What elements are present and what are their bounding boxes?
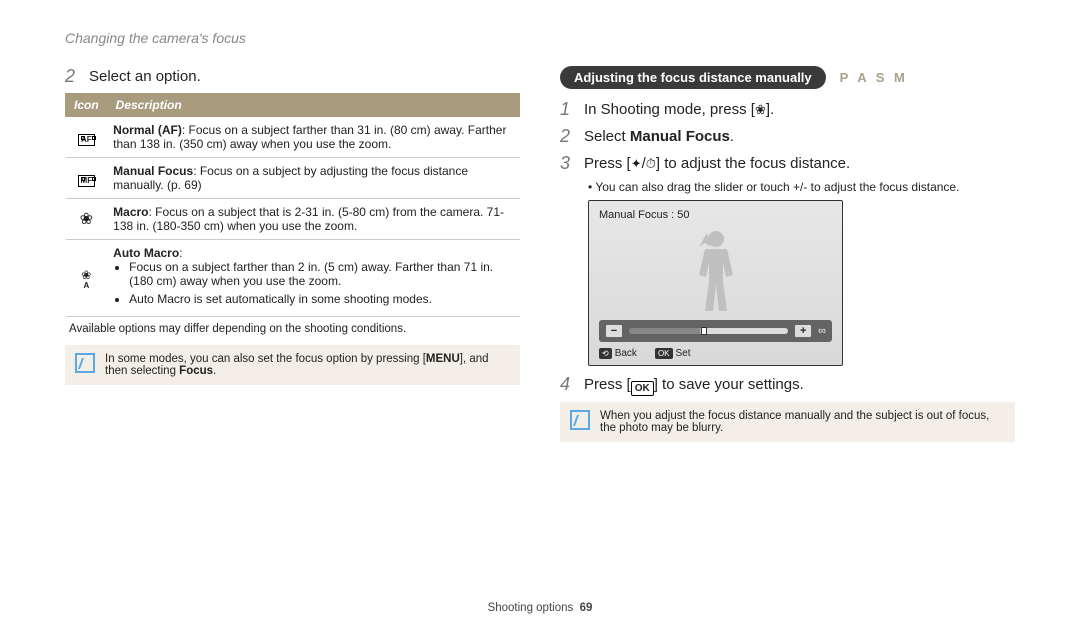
desc-manual-focus: Manual Focus: Focus on a subject by adju… [107, 158, 519, 199]
table-row: ❀ Macro: Focus on a subject that is 2-31… [66, 199, 520, 240]
focus-options-table: Icon Description AF Normal (AF): Focus o… [65, 93, 520, 317]
slider-track[interactable] [629, 328, 788, 334]
page-header: Changing the camera's focus [65, 30, 1015, 46]
table-row: ❀A Auto Macro:Focus on a subject farther… [66, 240, 520, 317]
af-icon: AF [78, 134, 95, 146]
left-column: 2 Select an option. Icon Description AF … [65, 66, 520, 442]
plus-button[interactable]: + [794, 324, 812, 338]
step-text: Select an option. [89, 66, 201, 85]
infinity-icon: ∞ [818, 325, 826, 337]
col-header-icon: Icon [66, 94, 108, 117]
set-label: OKSet [655, 348, 691, 359]
col-header-desc: Description [107, 94, 519, 117]
info-box-blurry: When you adjust the focus distance manua… [560, 402, 1015, 442]
page-footer: Shooting options 69 [0, 602, 1080, 614]
mf-slider[interactable]: − + ∞ [599, 320, 832, 342]
options-vary-note: Available options may differ depending o… [69, 323, 520, 335]
step-3-sub: You can also drag the slider or touch +/… [588, 180, 1015, 194]
right-column: Adjusting the focus distance manually P … [560, 66, 1015, 442]
table-row: AF Normal (AF): Focus on a subject farth… [66, 117, 520, 158]
slider-knob[interactable] [701, 327, 707, 335]
table-row: MF Manual Focus: Focus on a subject by a… [66, 158, 520, 199]
minus-button[interactable]: − [605, 324, 623, 338]
step-2: 2 Select Manual Focus. [560, 126, 1015, 147]
step-number: 2 [65, 66, 79, 87]
step-2-select-option: 2 Select an option. [65, 66, 520, 87]
camera-screen-mock: Manual Focus : 50 − + ∞ ⟲Back OKSet [588, 200, 843, 366]
desc-auto-macro: Auto Macro:Focus on a subject farther th… [107, 240, 519, 317]
mode-letters: P A S M [840, 70, 908, 85]
step-3: 3 Press [✦/⏱] to adjust the focus distan… [560, 153, 1015, 174]
step-4: 4 Press [OK] to save your settings. [560, 374, 1015, 396]
macro-icon: ❀ [80, 211, 93, 228]
section-pill: Adjusting the focus distance manually [560, 66, 826, 89]
info-icon [75, 353, 95, 373]
step-1: 1 In Shooting mode, press [❀]. [560, 99, 1015, 120]
info-text: When you adjust the focus distance manua… [600, 410, 1005, 434]
info-text: In some modes, you can also set the focu… [105, 353, 510, 377]
back-label: ⟲Back [599, 348, 637, 359]
desc-macro: Macro: Focus on a subject that is 2-31 i… [107, 199, 519, 240]
info-icon [570, 410, 590, 430]
info-box-menu-focus: In some modes, you can also set the focu… [65, 345, 520, 385]
auto-macro-icon: ❀A [81, 269, 91, 290]
silhouette-figure [685, 227, 747, 315]
mf-icon: MF [78, 175, 96, 187]
mf-value-label: Manual Focus : 50 [599, 209, 832, 221]
desc-normal-af: Normal (AF): Focus on a subject farther … [107, 117, 519, 158]
